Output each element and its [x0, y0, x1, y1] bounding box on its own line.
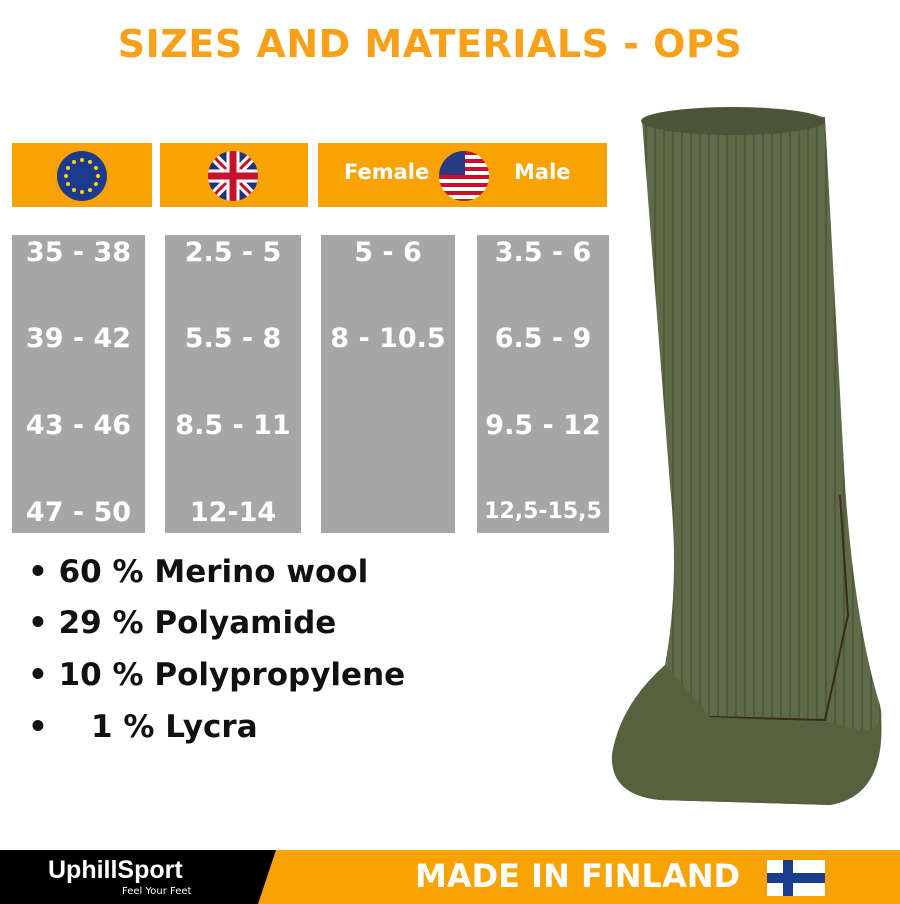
- page-title: SIZES AND MATERIALS - OPS: [117, 22, 743, 66]
- uk-size-column: 2.5 - 5 5.5 - 8 8.5 - 11 12-14: [165, 235, 301, 533]
- us-flag-icon: [439, 151, 489, 201]
- size-cell: 12-14: [189, 497, 277, 528]
- size-cell: 12,5-15,5: [484, 499, 602, 524]
- footer-black-panel: [0, 850, 276, 904]
- uk-flag-icon: [208, 151, 258, 201]
- uk-header: [160, 143, 308, 207]
- size-cell: 35 - 38: [25, 237, 132, 268]
- material-item: • 1 % Lycra: [28, 709, 258, 745]
- size-cell: 5.5 - 8: [184, 323, 282, 354]
- size-cell: 9.5 - 12: [485, 410, 601, 441]
- size-cell: 8 - 10.5: [330, 323, 446, 354]
- size-cell: 6.5 - 9: [494, 323, 592, 354]
- size-cell: 43 - 46: [25, 410, 132, 441]
- material-item: • 60 % Merino wool: [28, 554, 369, 590]
- finland-flag-icon: [767, 860, 825, 896]
- material-item: • 29 % Polyamide: [28, 605, 337, 641]
- size-cell: 8.5 - 11: [175, 410, 291, 441]
- eu-size-column: 35 - 38 39 - 42 43 - 46 47 - 50: [12, 235, 145, 533]
- material-item: • 10 % Polypropylene: [28, 657, 406, 693]
- size-cell: 39 - 42: [25, 323, 132, 354]
- male-label: Male: [514, 160, 571, 184]
- eu-header: [12, 143, 152, 207]
- size-cell: 3.5 - 6: [494, 237, 592, 268]
- sock-image: [611, 107, 882, 805]
- us-female-size-column: 5 - 6 8 - 10.5: [321, 235, 455, 533]
- size-cell: 2.5 - 5: [184, 237, 282, 268]
- footer-bar: UphillSport Feel Your Feet MADE IN FINLA…: [0, 850, 900, 904]
- female-label: Female: [344, 160, 430, 184]
- brand-tagline: Feel Your Feet: [122, 886, 192, 897]
- us-male-size-column: 3.5 - 6 6.5 - 9 9.5 - 12 12,5-15,5: [477, 235, 609, 533]
- eu-flag-icon: [57, 151, 107, 201]
- size-cell: 5 - 6: [354, 237, 422, 268]
- made-in-label: MADE IN FINLAND: [415, 857, 741, 895]
- size-cell: 47 - 50: [25, 497, 132, 528]
- us-header: Female Male: [318, 143, 607, 207]
- brand-logo: UphillSport: [48, 856, 183, 884]
